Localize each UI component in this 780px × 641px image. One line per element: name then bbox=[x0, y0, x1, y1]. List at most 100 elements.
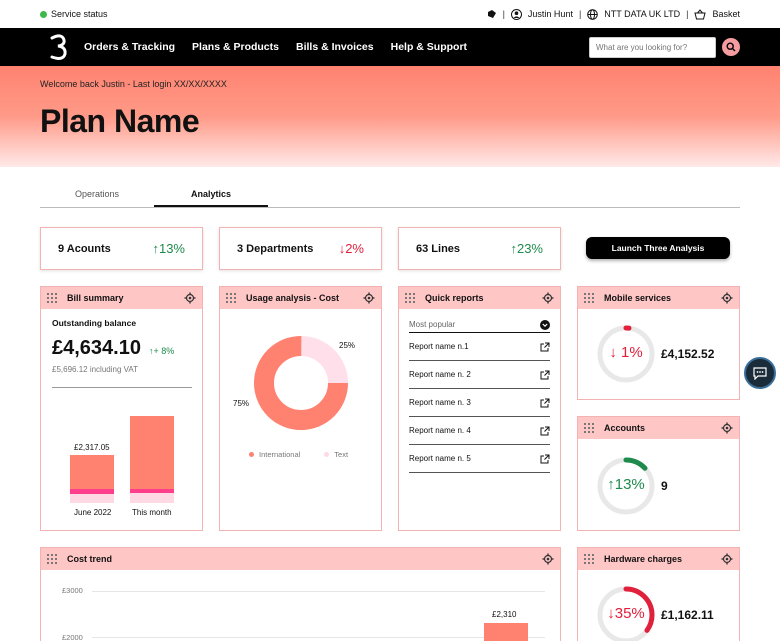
search-input[interactable] bbox=[589, 36, 716, 58]
report-item[interactable]: Report name n. 5 bbox=[409, 445, 550, 473]
report-filter-dropdown[interactable]: Most popular bbox=[409, 317, 550, 333]
nav-bills-invoices[interactable]: Bills & Invoices bbox=[296, 41, 374, 53]
kpi-change: ↓2% bbox=[338, 241, 364, 256]
report-item[interactable]: Report name n. 4 bbox=[409, 417, 550, 445]
report-item[interactable]: Report name n. 2 bbox=[409, 361, 550, 389]
drag-handle-icon[interactable] bbox=[584, 554, 594, 564]
progress-ring bbox=[597, 457, 655, 515]
basket-icon[interactable] bbox=[694, 8, 707, 20]
ring-pct: ↓35% bbox=[607, 605, 645, 622]
drag-handle-icon[interactable] bbox=[405, 293, 415, 303]
y-tick: £3000 bbox=[62, 586, 83, 595]
legend-international: International bbox=[249, 450, 300, 459]
basket-label[interactable]: Basket bbox=[712, 9, 740, 19]
card-title: Accounts bbox=[604, 423, 646, 433]
gridline bbox=[92, 591, 545, 592]
launch-analysis-button[interactable]: Launch Three Analysis bbox=[586, 237, 730, 259]
external-link-icon bbox=[540, 342, 550, 351]
ring-progress bbox=[597, 325, 655, 383]
ring-pct: ↑13% bbox=[607, 476, 645, 493]
welcome-message: Welcome back Justin - Last login XX/XX/X… bbox=[40, 79, 227, 89]
drag-handle-icon[interactable] bbox=[47, 554, 57, 564]
kpi-card-departments: 3 Departments ↓2% bbox=[219, 227, 382, 270]
nav-help-support[interactable]: Help & Support bbox=[390, 41, 468, 53]
nav-orders-tracking[interactable]: Orders & Tracking bbox=[84, 41, 176, 53]
outstanding-amount: £4,634.10 bbox=[52, 337, 141, 359]
card-header: Cost trend bbox=[41, 548, 560, 570]
kpi-card-accounts: 9 Acounts ↑13% bbox=[40, 227, 203, 270]
cost-trend-card: Cost trend £3000 £2000 £2,310 bbox=[40, 547, 561, 641]
drag-handle-icon[interactable] bbox=[584, 293, 594, 303]
gear-icon[interactable] bbox=[721, 292, 733, 304]
card-title: Mobile services bbox=[604, 293, 672, 303]
donut-pct-small: 25% bbox=[339, 341, 356, 350]
bar-value-label: £2,317.05 bbox=[74, 443, 110, 452]
service-status-label: Service status bbox=[51, 9, 108, 19]
donut-segment-international bbox=[254, 336, 348, 430]
bar-value-label: £2,310 bbox=[492, 610, 517, 619]
gear-icon[interactable] bbox=[721, 553, 733, 565]
gear-icon[interactable] bbox=[542, 292, 554, 304]
tag-icon[interactable] bbox=[487, 9, 497, 19]
main-nav: Orders & Tracking Plans & Products Bills… bbox=[0, 28, 780, 66]
gear-icon[interactable] bbox=[184, 292, 196, 304]
three-logo-icon[interactable] bbox=[46, 32, 72, 62]
gear-icon[interactable] bbox=[363, 292, 375, 304]
card-title: Usage analysis - Cost bbox=[246, 293, 340, 303]
bar-this-month bbox=[130, 416, 174, 503]
balance-change: ↑+ 8% bbox=[148, 346, 175, 356]
gear-icon[interactable] bbox=[721, 422, 733, 434]
search-button[interactable] bbox=[722, 38, 740, 56]
bar-label: June 2022 bbox=[74, 508, 112, 517]
accounts-card: Accounts ↑13% 9 bbox=[577, 416, 740, 531]
tab-operations[interactable]: Operations bbox=[74, 189, 120, 199]
donut-chart bbox=[254, 336, 348, 430]
card-header: Bill summary bbox=[41, 287, 202, 309]
status-dot-icon bbox=[40, 10, 47, 18]
gear-icon[interactable] bbox=[542, 553, 554, 565]
card-header: Hardware charges bbox=[578, 548, 739, 570]
ring-value: £4,152.52 bbox=[661, 347, 715, 361]
tab-analytics[interactable]: Analytics bbox=[154, 186, 268, 207]
report-item[interactable]: Report name n.1 bbox=[409, 333, 550, 361]
kpi-label: 3 Departments bbox=[237, 242, 314, 255]
user-icon[interactable] bbox=[510, 8, 522, 20]
user-name[interactable]: Justin Hunt bbox=[527, 9, 573, 19]
globe-icon bbox=[587, 8, 599, 20]
progress-ring bbox=[597, 325, 655, 383]
tab-bar: Operations Analytics bbox=[40, 186, 740, 208]
external-link-icon bbox=[540, 426, 550, 435]
usage-analysis-card: Usage analysis - Cost 25% 75% Internatio… bbox=[219, 286, 382, 531]
ring-value: 9 bbox=[661, 479, 668, 493]
separator: | bbox=[578, 9, 582, 19]
gridline bbox=[92, 637, 545, 638]
kpi-label: 9 Acounts bbox=[58, 242, 111, 255]
card-title: Cost trend bbox=[67, 554, 112, 564]
chevron-down-icon bbox=[540, 319, 550, 330]
report-item[interactable]: Report name n. 3 bbox=[409, 389, 550, 417]
drag-handle-icon[interactable] bbox=[47, 293, 57, 303]
chat-button[interactable] bbox=[744, 357, 776, 389]
dropdown-value: Most popular bbox=[409, 320, 456, 329]
kpi-change: ↑23% bbox=[510, 241, 543, 256]
utility-bar: Service status | Justin Hunt | NTT DATA … bbox=[0, 0, 780, 28]
external-link-icon bbox=[540, 398, 550, 407]
separator: | bbox=[502, 9, 505, 19]
card-title: Bill summary bbox=[67, 293, 124, 303]
card-header: Quick reports bbox=[399, 287, 560, 309]
card-header: Usage analysis - Cost bbox=[220, 287, 381, 309]
page-title: Plan Name bbox=[40, 103, 200, 139]
search-icon bbox=[726, 42, 736, 52]
company-name[interactable]: NTT DATA UK LTD bbox=[604, 9, 681, 19]
legend-text: Text bbox=[324, 450, 348, 459]
kpi-change: ↑13% bbox=[152, 241, 185, 256]
nav-plans-products[interactable]: Plans & Products bbox=[192, 41, 279, 53]
donut-pct-large: 75% bbox=[233, 399, 250, 408]
drag-handle-icon[interactable] bbox=[584, 423, 594, 433]
drag-handle-icon[interactable] bbox=[226, 293, 236, 303]
external-link-icon bbox=[540, 370, 550, 379]
outstanding-label: Outstanding balance bbox=[52, 318, 137, 328]
vat-note: £5,696.12 including VAT bbox=[52, 365, 138, 374]
service-status[interactable]: Service status bbox=[40, 9, 108, 19]
kpi-label: 63 Lines bbox=[416, 242, 461, 255]
